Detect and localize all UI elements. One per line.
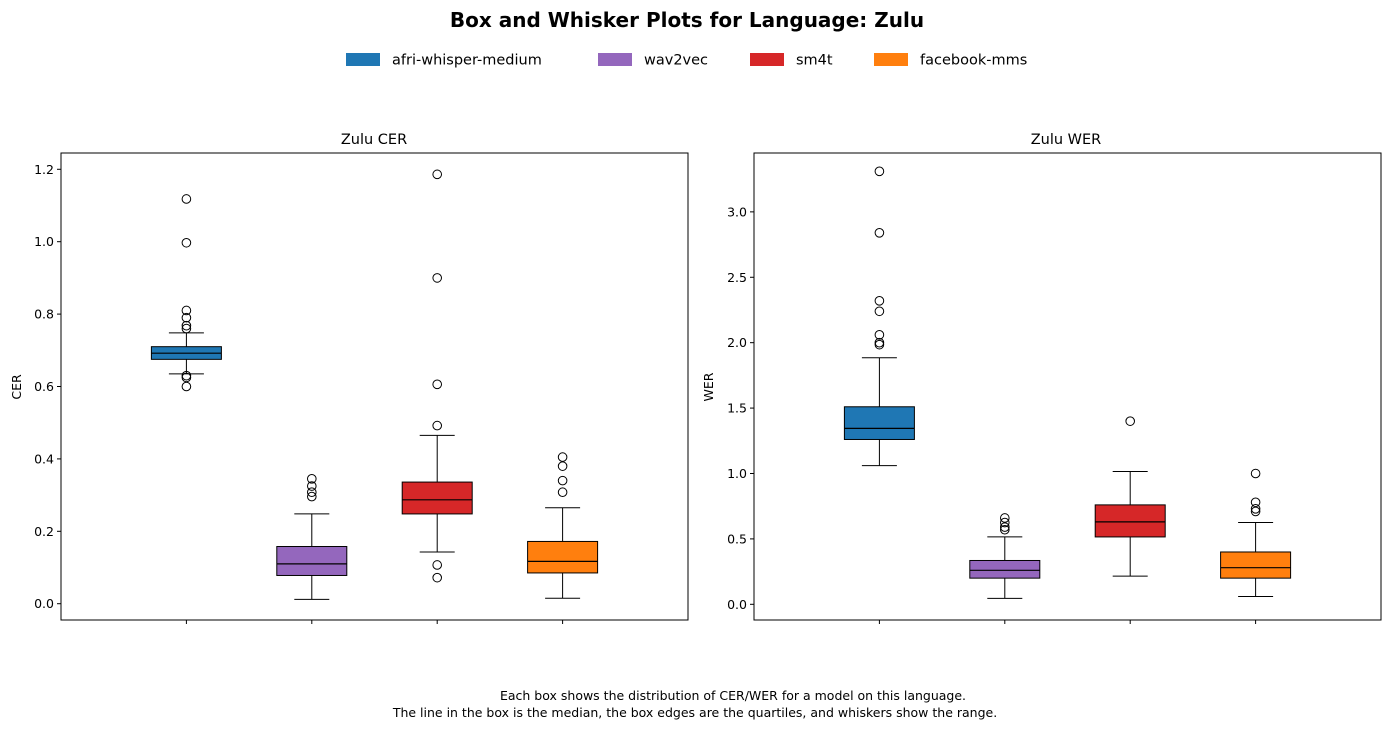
- wer-y-tick-label: 1.0: [727, 466, 747, 481]
- figure-title: Box and Whisker Plots for Language: Zulu: [450, 8, 924, 32]
- outlier-point: [181, 194, 192, 204]
- footnote-line-1: Each box shows the distribution of CER/W…: [500, 688, 966, 703]
- cer-y-tick-label: 0.8: [34, 307, 54, 322]
- outlier-point: [1000, 517, 1010, 528]
- cer-y-tick-label: 1.0: [34, 234, 54, 249]
- outlier-point: [557, 452, 568, 462]
- outlier-point: [432, 273, 443, 283]
- wer-box-facebook-mms: [1220, 468, 1292, 624]
- outlier-point: [307, 487, 317, 498]
- cer-box-afri-whisper-medium: [150, 194, 222, 624]
- cer-y-tick-label: 0.0: [34, 596, 54, 611]
- outlier-point: [874, 330, 885, 340]
- legend-label-sm4t: sm4t: [796, 53, 833, 69]
- wer-axes-frame: [753, 152, 1382, 621]
- legend-label-wav2vec: wav2vec: [644, 53, 708, 69]
- outlier-point: [1000, 522, 1010, 532]
- outlier-point: [557, 487, 568, 498]
- outlier-point: [1250, 504, 1261, 514]
- outlier-point: [1125, 416, 1135, 426]
- outlier-point: [181, 372, 192, 383]
- footnote-line-2: The line in the box is the median, the b…: [392, 705, 997, 720]
- outlier-point: [1000, 513, 1010, 523]
- legend: afri-whisper-medium wav2vec sm4t facebook-m…: [346, 53, 1027, 69]
- outlier-point: [874, 227, 885, 238]
- wer-y-axis-label: WER: [701, 372, 716, 401]
- outlier-point: [181, 237, 192, 248]
- outlier-point: [432, 560, 443, 570]
- cer-box-facebook-mms: [527, 452, 599, 624]
- box-iqr: [401, 481, 473, 515]
- box-iqr: [276, 546, 348, 576]
- cer-panel-title: Zulu CER: [341, 132, 407, 148]
- outlier-point: [181, 381, 192, 392]
- box-iqr: [527, 540, 599, 574]
- legend-swatch-wav2vec: [598, 53, 632, 66]
- cer-y-tick-label: 0.4: [34, 451, 54, 466]
- wer-box-wav2vec: [969, 513, 1041, 624]
- legend-label-afri-whisper-medium: afri-whisper-medium: [392, 53, 542, 69]
- outlier-point: [874, 296, 885, 306]
- legend-swatch-afri-whisper-medium: [346, 53, 380, 66]
- outlier-point: [557, 461, 568, 471]
- wer-y-tick-label: 3.0: [727, 204, 747, 219]
- wer-y-tick-label: 0.5: [727, 531, 747, 546]
- box-iqr: [1094, 504, 1166, 538]
- cer-panel: Zulu CER CER 0.0 0.2 0.4 0.6 0.8 1.0 1.2: [9, 132, 689, 624]
- wer-y-tick-label: 2.5: [727, 270, 747, 285]
- wer-y-tick-label: 1.5: [727, 401, 747, 416]
- cer-y-tick-label: 0.2: [34, 524, 54, 539]
- outlier-point: [181, 370, 192, 381]
- legend-swatch-facebook-mms: [874, 53, 908, 66]
- cer-box-wav2vec: [276, 474, 348, 624]
- outlier-point: [432, 572, 443, 583]
- outlier-point: [874, 166, 885, 177]
- outlier-point: [307, 491, 317, 502]
- legend-label-facebook-mms: facebook-mms: [920, 53, 1027, 69]
- outlier-point: [874, 339, 885, 350]
- cer-y-tick-label: 1.2: [34, 162, 54, 177]
- outlier-point: [432, 420, 443, 431]
- box-iqr: [1220, 551, 1292, 579]
- wer-panel: Zulu WER WER 0.0 0.5 1.0 1.5 2.0 2.5 3.0: [701, 132, 1382, 624]
- outlier-point: [307, 481, 317, 491]
- outlier-point: [181, 305, 192, 316]
- wer-y-tick-label: 0.0: [727, 597, 747, 612]
- outlier-point: [557, 475, 568, 486]
- cer-box-sm4t: [401, 169, 473, 624]
- outlier-point: [874, 306, 885, 317]
- outlier-point: [874, 337, 885, 348]
- cer-y-tick-label: 0.6: [34, 379, 54, 394]
- outlier-point: [1000, 524, 1010, 535]
- box-iqr: [843, 406, 915, 440]
- outlier-point: [1250, 497, 1261, 508]
- outlier-point: [1250, 468, 1261, 479]
- legend-swatch-sm4t: [750, 53, 784, 66]
- outlier-point: [432, 169, 443, 180]
- outlier-point: [1250, 506, 1261, 517]
- wer-y-tick-label: 2.0: [727, 335, 747, 350]
- outlier-point: [307, 474, 317, 484]
- box-iqr: [969, 559, 1041, 579]
- outlier-point: [181, 323, 192, 334]
- wer-box-afri-whisper-medium: [843, 166, 915, 624]
- outlier-point: [181, 312, 192, 323]
- wer-box-sm4t: [1094, 416, 1166, 624]
- outlier-point: [181, 320, 192, 331]
- wer-panel-title: Zulu WER: [1031, 132, 1102, 148]
- outlier-point: [432, 379, 443, 390]
- cer-y-axis-label: CER: [9, 374, 24, 400]
